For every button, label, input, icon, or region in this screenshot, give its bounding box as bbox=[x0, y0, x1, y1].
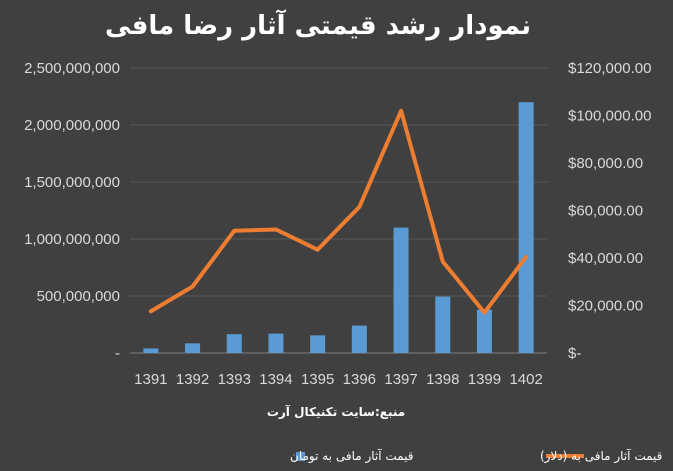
x-tick-label: 1391 bbox=[134, 371, 167, 388]
bar bbox=[185, 343, 201, 353]
bar bbox=[268, 333, 284, 353]
left-tick-label: - bbox=[115, 345, 120, 362]
bar bbox=[393, 227, 409, 353]
x-tick-label: 1397 bbox=[384, 371, 417, 388]
right-tick-label: $20,000.00 bbox=[568, 298, 643, 315]
bar bbox=[143, 348, 159, 353]
right-tick-label: $40,000.00 bbox=[568, 250, 643, 267]
legend: قیمت آثار مافی به (دلار) قیمت آثار مافی … bbox=[290, 448, 662, 464]
legend-line-label: قیمت آثار مافی به (دلار) bbox=[540, 448, 662, 464]
x-tick-label: 1399 bbox=[468, 371, 501, 388]
x-tick-label: 1398 bbox=[426, 371, 459, 388]
x-tick-label: 1394 bbox=[259, 371, 292, 388]
legend-item-line: قیمت آثار مافی به (دلار) bbox=[540, 448, 662, 464]
bar bbox=[226, 334, 242, 353]
right-tick-label: $120,000.00 bbox=[568, 60, 651, 77]
bar bbox=[351, 325, 367, 353]
bar bbox=[476, 309, 492, 353]
legend-bar-swatch bbox=[296, 452, 305, 461]
line-series bbox=[148, 108, 529, 315]
x-tick-label: 1393 bbox=[218, 371, 251, 388]
right-tick-label: $- bbox=[568, 345, 581, 362]
right-axis-ticks: $- $20,000.00 $40,000.00 $60,000.00 $80,000.… bbox=[568, 60, 651, 362]
left-tick-label: 2,500,000,000 bbox=[24, 60, 120, 77]
left-tick-label: 2,000,000,000 bbox=[24, 117, 120, 134]
x-tick-label: 1402 bbox=[509, 371, 542, 388]
left-tick-label: 1,500,000,000 bbox=[24, 174, 120, 191]
legend-item-bar: قیمت آثار مافی به تومان bbox=[290, 448, 414, 464]
bar bbox=[310, 335, 326, 353]
right-tick-label: $60,000.00 bbox=[568, 203, 643, 220]
right-tick-label: $100,000.00 bbox=[568, 108, 651, 125]
left-tick-label: 1,000,000,000 bbox=[24, 231, 120, 248]
bar bbox=[435, 296, 451, 353]
legend-bar-label: قیمت آثار مافی به تومان bbox=[290, 448, 414, 464]
x-axis-categories: 1391 1392 1393 1394 1395 1396 1397 1398 1399 1402 bbox=[134, 371, 543, 388]
bar bbox=[518, 102, 534, 353]
bar-series bbox=[143, 102, 534, 353]
right-tick-label: $80,000.00 bbox=[568, 155, 643, 172]
price-line bbox=[148, 108, 529, 315]
chart-title: نمودار رشد قیمتی آثار رضا مافی bbox=[105, 9, 531, 41]
source-label: منبع:سایت تکنیکال آرت bbox=[267, 404, 405, 419]
x-tick-label: 1392 bbox=[176, 371, 209, 388]
x-tick-label: 1396 bbox=[343, 371, 376, 388]
left-axis-ticks: - 500,000,000 1,000,000,000 1,500,000,000 2,… bbox=[24, 60, 120, 362]
left-tick-label: 500,000,000 bbox=[37, 288, 120, 305]
x-tick-label: 1395 bbox=[301, 371, 334, 388]
